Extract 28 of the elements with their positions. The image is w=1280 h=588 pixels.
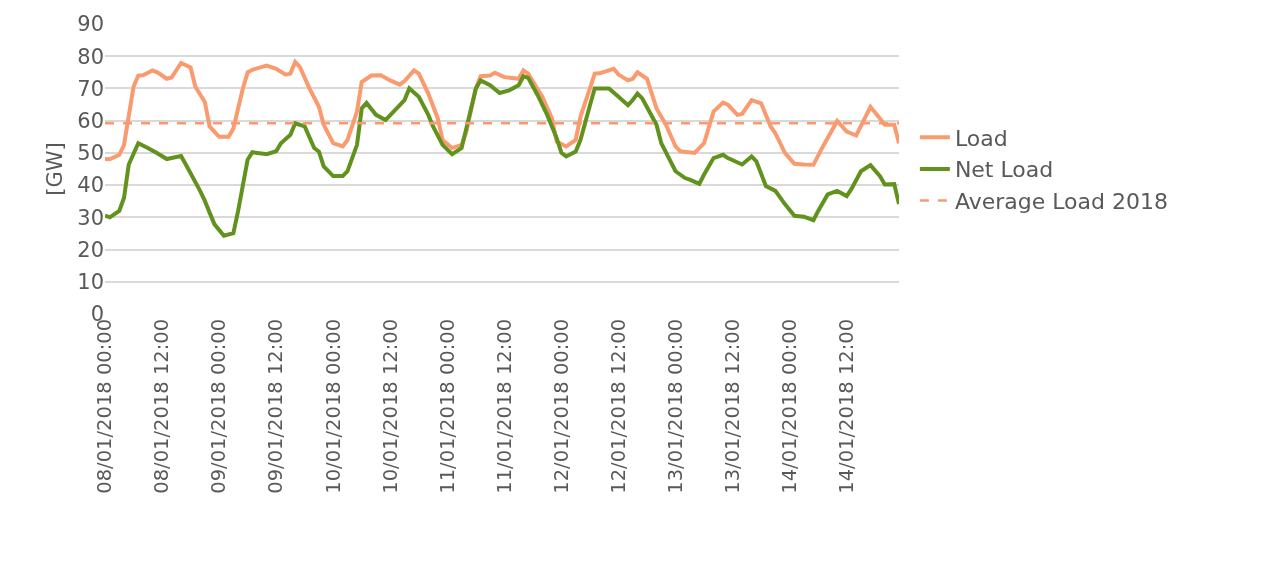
x-tick-label: 10/01/2018 00:00 (321, 318, 345, 494)
x-tick-label: 09/01/2018 12:00 (264, 318, 288, 494)
line-series (105, 74, 899, 238)
x-tick-label: 11/01/2018 00:00 (435, 318, 459, 494)
legend-label: Net Load (954, 157, 1054, 183)
y-tick-label: 60 (77, 109, 104, 134)
y-tick-label: 10 (77, 270, 104, 295)
x-tick-label: 12/01/2018 12:00 (606, 318, 630, 494)
x-tick-label: 13/01/2018 00:00 (663, 318, 687, 494)
x-tick-label: 11/01/2018 12:00 (492, 318, 516, 494)
x-tick-label: 08/01/2018 12:00 (150, 318, 174, 494)
y-axis-title: [GW] (43, 142, 68, 196)
line-series (105, 60, 899, 167)
x-tick-label: 13/01/2018 12:00 (720, 318, 744, 494)
y-tick-label: 70 (77, 76, 104, 101)
legend-label: Load (954, 125, 1008, 151)
y-tick-label: 90 (77, 12, 104, 37)
y-tick-label: 20 (77, 237, 104, 262)
x-tick-label: 10/01/2018 12:00 (378, 318, 402, 494)
y-tick-label: 40 (77, 173, 104, 198)
x-tick-label: 14/01/2018 00:00 (777, 318, 801, 494)
y-tick-label: 30 (77, 205, 104, 230)
y-tick-label: 80 (77, 44, 104, 69)
x-tick-label: 12/01/2018 00:00 (549, 318, 573, 494)
legend-label: Average Load 2018 (954, 189, 1168, 215)
x-tick-label: 09/01/2018 00:00 (207, 318, 231, 494)
y-tick-label: 50 (77, 141, 104, 166)
x-tick-label: 14/01/2018 12:00 (835, 318, 859, 494)
